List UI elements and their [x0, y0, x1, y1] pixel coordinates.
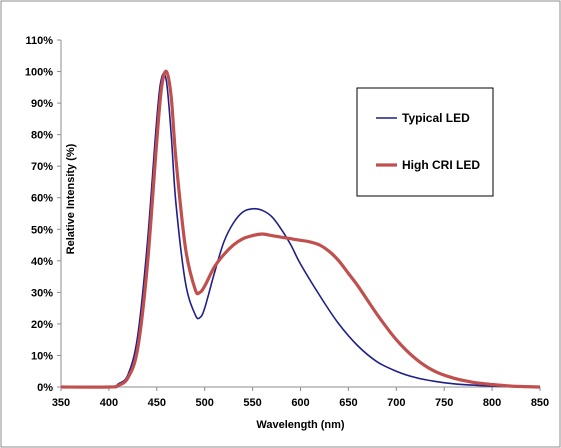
y-tick-label: 70% — [31, 161, 53, 173]
y-tick-label: 100% — [25, 67, 53, 79]
legend-label-high-cri-led: High CRI LED — [402, 158, 480, 172]
x-tick-label: 600 — [291, 397, 309, 409]
y-tick-label: 90% — [31, 98, 53, 110]
legend-box — [356, 87, 494, 197]
x-tick-label: 650 — [339, 397, 357, 409]
x-tick-label: 800 — [483, 397, 501, 409]
y-tick-label: 60% — [31, 193, 53, 205]
x-tick-label: 350 — [52, 397, 70, 409]
x-tick-label: 550 — [243, 397, 261, 409]
legend-label-typical-led: Typical LED — [402, 111, 470, 125]
y-tick-label: 40% — [31, 256, 53, 268]
series-line-typical-led — [60, 72, 541, 389]
x-tick-label: 750 — [435, 397, 453, 409]
y-axis-title: Relative Intensity (%) — [65, 143, 77, 254]
y-tick-label: 110% — [25, 35, 53, 47]
x-tick-label: 450 — [148, 397, 166, 409]
x-tick-label: 700 — [387, 397, 405, 409]
series-lines — [60, 69, 541, 389]
y-tick-label: 0% — [37, 382, 53, 394]
y-tick-label: 80% — [31, 130, 53, 142]
y-tick-label: 20% — [31, 319, 53, 331]
x-tick-label: 400 — [100, 397, 118, 409]
legend: Typical LED High CRI LED — [356, 87, 494, 197]
x-tick-label: 500 — [196, 397, 214, 409]
series-line-high-cri-led — [60, 69, 541, 389]
axes: 0% 10% 20% 30% 40% 50% 60% 70% 80% 90% 100% 110% 350… — [25, 35, 549, 431]
y-tick-label: 30% — [31, 287, 53, 299]
y-tick-label: 50% — [31, 224, 53, 236]
x-tick-label: 850 — [531, 397, 549, 409]
y-tick-label: 10% — [31, 350, 53, 362]
x-axis-title: Wavelength (nm) — [256, 419, 345, 431]
